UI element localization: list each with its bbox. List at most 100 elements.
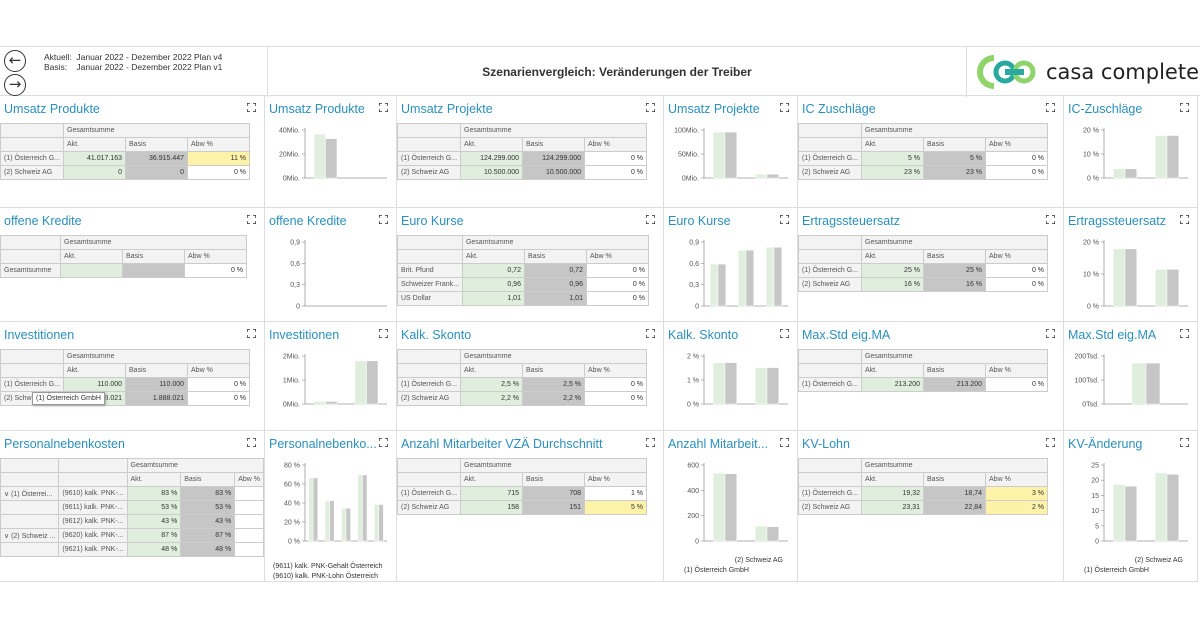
expand-icon[interactable]	[780, 215, 789, 224]
table-row[interactable]: (2) Schweiz AG 23,31 22,84 2 %	[798, 500, 1049, 515]
row-label: (1) Österreich G...	[0, 377, 65, 392]
bar-chart: 600 400 200 0	[687, 463, 788, 546]
expand-icon[interactable]	[780, 103, 789, 112]
pivot-table: Gesamtsumme Akt. Basis Abw % (1) Österreich …	[0, 123, 251, 180]
table-row[interactable]: (2) Schweiz AG 2,2 % 2,2 % 0 %	[397, 391, 648, 406]
expand-icon[interactable]	[1046, 438, 1055, 447]
tile-title: Personalnebenko...	[269, 437, 377, 451]
tile-title: offene Kredite	[269, 214, 347, 228]
table-row[interactable]: (1) Österreich G... 213.200 213.200 0 %	[798, 377, 1049, 392]
header-gesamtsumme: Gesamtsumme	[126, 458, 264, 473]
value-abw: 0 %	[585, 263, 649, 278]
table-row[interactable]: US Dollar 1,01 1,01 0 %	[397, 291, 649, 306]
table-row[interactable]: ∨ (2) Schweiz ... (9620) kalk. PNK-... 87 …	[0, 528, 264, 543]
bar	[1166, 135, 1180, 179]
bar	[773, 246, 783, 307]
value-abw: 0 %	[584, 151, 648, 166]
expand-icon-path	[646, 329, 655, 338]
value-akt: 16 %	[861, 277, 925, 292]
expand-icon[interactable]	[646, 329, 655, 338]
expand-icon[interactable]	[1046, 215, 1055, 224]
expand-icon[interactable]	[646, 215, 655, 224]
forward-arrow-icon[interactable]: →	[4, 74, 26, 96]
pivot-table: Gesamtsumme Akt. Basis Abw % (1) Österreich …	[798, 458, 1049, 515]
table-row[interactable]: (1) Österreich G... 2,5 % 2,5 % 0 %	[397, 377, 648, 392]
table-row[interactable]: (1) Österreich G... 41.017.163 36.915.447 1…	[0, 151, 251, 166]
expand-icon[interactable]	[780, 438, 789, 447]
tile-title: Anzahl Mitarbeit...	[668, 437, 769, 451]
table-row[interactable]: ∨ (1) Österrei... (9610) kalk. PNK-... 83 …	[0, 486, 264, 501]
expand-icon[interactable]	[247, 103, 256, 112]
expand-icon[interactable]	[379, 438, 388, 447]
expand-icon[interactable]	[1180, 103, 1189, 112]
tile-personalnebenkosten: Personalnebenkosten Gesamtsumme Akt. Basis A…	[0, 431, 265, 582]
expand-icon[interactable]	[780, 329, 789, 338]
table-row[interactable]: (9621) kalk. PNK-... 48 % 48 %	[0, 542, 264, 557]
value-abw: 3 %	[985, 486, 1049, 501]
back-arrow-icon[interactable]: ←	[4, 50, 26, 72]
expand-icon[interactable]	[247, 329, 256, 338]
table-row[interactable]: (1) Österreich G... 5 % 5 % 0 %	[798, 151, 1049, 166]
y-tick-label: 0,9	[290, 240, 300, 247]
table-row[interactable]: (2) Schweiz AG 23 % 23 % 0 %	[798, 165, 1049, 180]
expand-icon[interactable]	[247, 215, 256, 224]
expand-icon-path	[1180, 215, 1189, 224]
table-row[interactable]: Gesamtsumme 0 %	[0, 263, 247, 278]
value-akt: 213.200	[861, 377, 925, 392]
expand-icon-svg	[646, 329, 655, 338]
y-tick-label: 1 %	[687, 378, 699, 385]
table-row[interactable]: Brit. Pfund 0,72 0,72 0 %	[397, 263, 649, 278]
bar-chart: 80 % 60 % 40 % 20 % 0 %	[284, 463, 387, 546]
tile-title: Personalnebenkosten	[4, 437, 125, 451]
tile-ertragssteuersatz-chart: Ertragssteuersatz 20 % 10 % 0 %	[1064, 208, 1198, 322]
table-row[interactable]: (2) Schweiz AG 10.500.000 10.500.000 0 %	[397, 165, 648, 180]
value-akt: 0,96	[461, 277, 525, 292]
header-corner	[0, 458, 60, 473]
table-row[interactable]: (2) Schweiz AG 158 151 5 %	[397, 500, 648, 515]
table-row[interactable]: (9611) kalk. PNK-... 53 % 53 %	[0, 500, 264, 515]
row-label-account: (9612) kalk. PNK-...	[58, 514, 128, 529]
divider	[966, 47, 967, 97]
actual-value: Januar 2022 - Dezember 2022 Plan v4	[76, 52, 223, 62]
header-akt: Akt.	[126, 472, 182, 487]
bar	[724, 131, 738, 179]
table-row[interactable]: (1) Österreich G... 715 708 1 %	[397, 486, 648, 501]
value-abw	[234, 486, 264, 501]
table-row[interactable]: Schweizer Frank... 0,96 0,96 0 %	[397, 277, 649, 292]
tile-umsatz-projekte: Umsatz Projekte Gesamtsumme Akt. Basis Abw %…	[397, 96, 664, 208]
y-tick-label: 10 %	[1083, 272, 1099, 279]
table-row[interactable]: (1) Österreich G... 124.299.000 124.299.00…	[397, 151, 648, 166]
expand-icon[interactable]	[1180, 438, 1189, 447]
tile-title: KV-Lohn	[802, 437, 850, 451]
table-row[interactable]: (1) Österreich G... 25 % 25 % 0 %	[798, 263, 1049, 278]
table-row[interactable]: (1) Österreich G... 19,32 18,74 3 %	[798, 486, 1049, 501]
table-row[interactable]: (2) Schweiz AG 16 % 16 % 0 %	[798, 277, 1049, 292]
table-row[interactable]: (1) Österreich G... 110.000 110.000 0 %	[0, 377, 251, 392]
expand-icon[interactable]	[646, 103, 655, 112]
bar	[308, 477, 314, 542]
header-basis: Basis	[180, 472, 236, 487]
value-abw: 0 %	[187, 391, 251, 406]
value-akt: 83 %	[126, 486, 182, 501]
expand-icon[interactable]	[1180, 329, 1189, 338]
expand-icon[interactable]	[379, 215, 388, 224]
header-corner	[0, 235, 61, 250]
expand-icon[interactable]	[379, 103, 388, 112]
tile-max-std: Max.Std eig.MA Gesamtsumme Akt. Basis Abw %(…	[798, 322, 1064, 431]
bar	[1124, 485, 1138, 542]
divider	[267, 47, 268, 97]
expand-icon[interactable]	[1046, 103, 1055, 112]
row-label-company	[0, 542, 60, 557]
y-tick-label: 40Mio.	[279, 128, 300, 135]
expand-icon[interactable]	[247, 438, 256, 447]
expand-icon[interactable]	[1046, 329, 1055, 338]
y-tick-label: 0	[695, 539, 699, 546]
tile-umsatz-produkte: Umsatz Produkte Gesamtsumme Akt. Basis Abw %…	[0, 96, 265, 208]
tile-ertragssteuersatz: Ertragssteuersatz Gesamtsumme Akt. Basis Abw…	[798, 208, 1064, 322]
table-row[interactable]: (2) Schweiz AG 0 0 0 %	[0, 165, 251, 180]
expand-icon[interactable]	[1180, 215, 1189, 224]
table-row[interactable]: (9612) kalk. PNK-... 43 % 43 %	[0, 514, 264, 529]
expand-icon[interactable]	[646, 438, 655, 447]
header-corner	[0, 349, 65, 364]
expand-icon[interactable]	[379, 329, 388, 338]
